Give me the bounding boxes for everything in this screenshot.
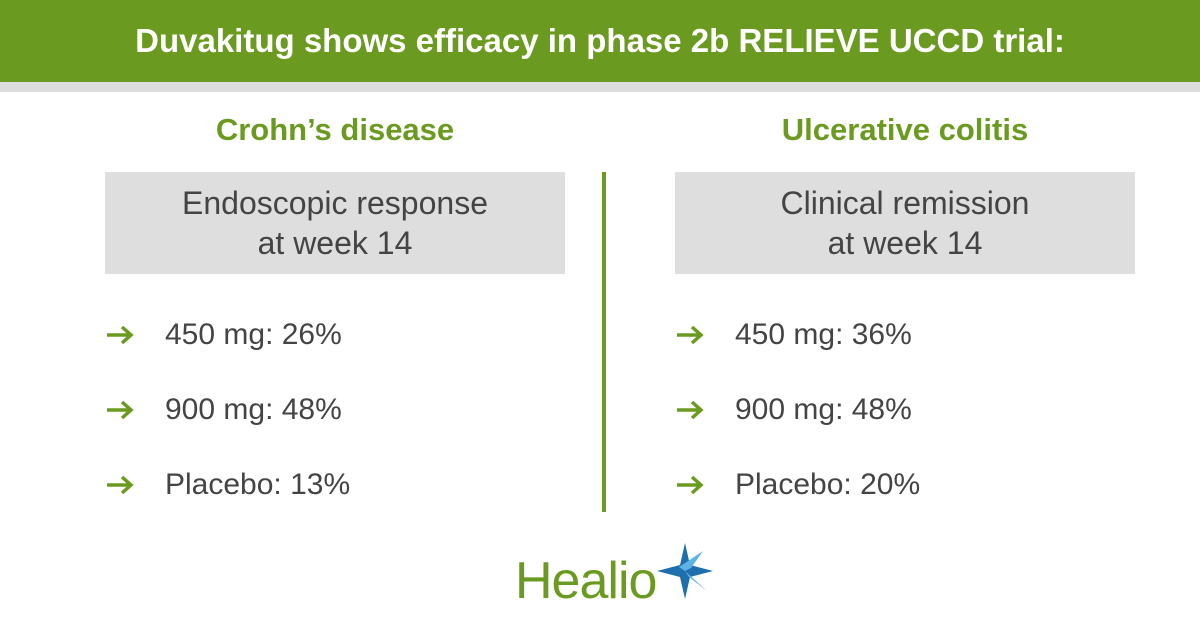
logo-text: Healio — [515, 552, 657, 610]
arrow — [107, 400, 134, 420]
result-text: 450 mg: 36% — [735, 318, 912, 351]
arrow — [677, 475, 704, 495]
result-item: 900 mg: 48% — [675, 390, 1135, 430]
header-title: Duvakitug shows efficacy in phase 2b REL… — [135, 22, 1065, 59]
strip — [0, 82, 1200, 92]
result-item: Placebo: 20% — [675, 465, 1135, 505]
arrow — [677, 325, 704, 345]
logo-star — [657, 543, 713, 599]
box-line: at week 14 — [827, 225, 983, 261]
result-text: 900 mg: 48% — [735, 393, 912, 426]
measure-box: Clinical remission at week 14 — [675, 172, 1135, 274]
result-item: 450 mg: 36% — [675, 315, 1135, 355]
divider — [602, 172, 606, 512]
box-line: at week 14 — [257, 225, 413, 261]
result-text: 450 mg: 26% — [165, 318, 342, 351]
column-heading: Crohn’s disease — [215, 112, 455, 147]
result-item: Placebo: 13% — [105, 465, 565, 505]
arrow — [677, 400, 704, 420]
result-text: Placebo: 13% — [165, 468, 351, 501]
box-line: Clinical remission — [780, 185, 1030, 221]
arrow — [107, 325, 134, 345]
column-heading: Ulcerative colitis — [781, 112, 1029, 147]
logo: Healio — [515, 543, 715, 615]
result-item: 900 mg: 48% — [105, 390, 565, 430]
header: Duvakitug shows efficacy in phase 2b REL… — [0, 0, 1200, 82]
arrow — [107, 475, 134, 495]
result-item: 450 mg: 26% — [105, 315, 565, 355]
result-text: Placebo: 20% — [735, 468, 921, 501]
box-line: Endoscopic response — [182, 185, 488, 221]
measure-box: Endoscopic response at week 14 — [105, 172, 565, 274]
result-text: 900 mg: 48% — [165, 393, 342, 426]
